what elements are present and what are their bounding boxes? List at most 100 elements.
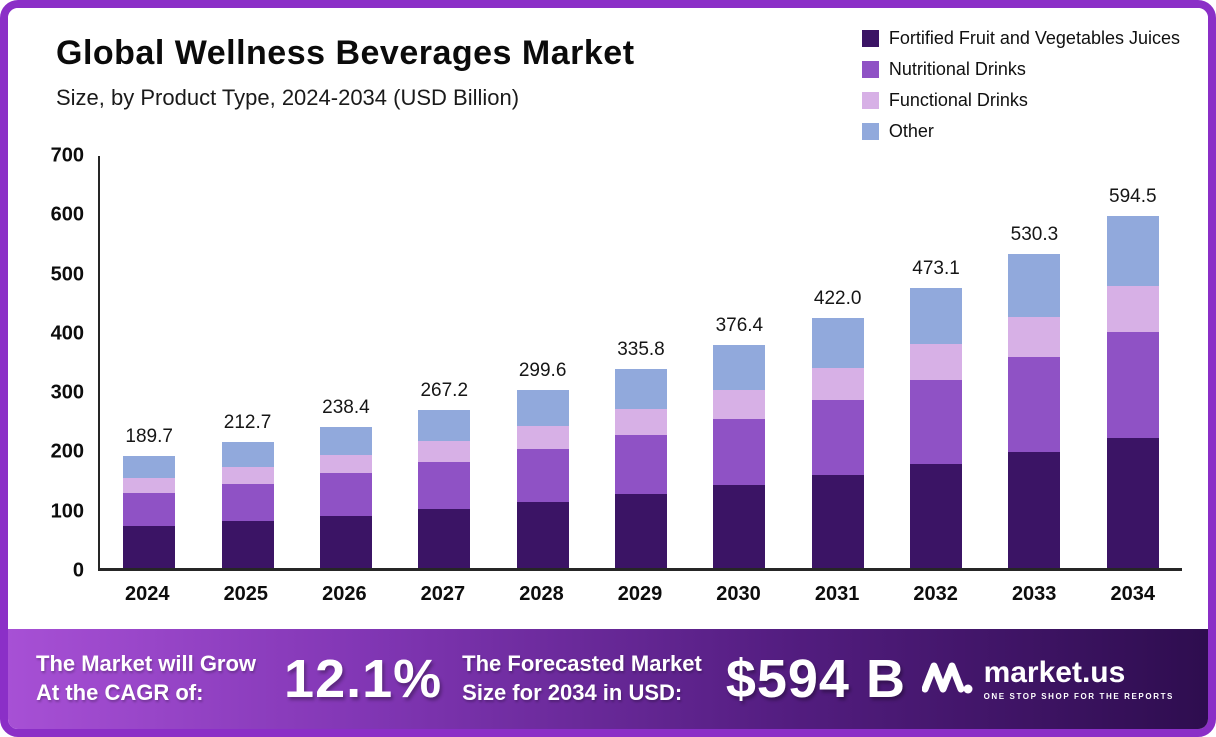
bar-column: 335.8 <box>592 156 690 568</box>
x-axis-label: 2025 <box>223 583 269 605</box>
bar-total-label: 473.1 <box>912 257 960 279</box>
x-axis-labels: 2024 2025 2026 2027 2028 2029 2030 2031 2032 2033… <box>98 583 1182 606</box>
bars-row: 189.7 212.7 238.4 267.2 299.6 335.8 376.4 422.0… <box>100 156 1182 568</box>
legend-item: Nutritional Drinks <box>861 59 1180 80</box>
bar-segment <box>910 287 963 344</box>
forecast-label-line2: Size for 2034 in USD: <box>462 680 683 705</box>
bar-segment <box>811 317 864 368</box>
cagr-value: 12.1% <box>284 649 443 709</box>
bar-segment <box>713 389 766 419</box>
legend-item: Functional Drinks <box>861 90 1180 111</box>
legend-label: Other <box>888 121 934 141</box>
bar-segment <box>221 521 274 568</box>
bar-segment <box>123 526 176 568</box>
footer-banner: The Market will Grow At the CAGR of: 12.… <box>8 629 1208 729</box>
bar-column: 473.1 <box>887 156 985 568</box>
bar-segment <box>713 485 766 568</box>
bar-segment <box>614 434 667 495</box>
x-axis-label: 2034 <box>1110 583 1155 605</box>
bar-column: 299.6 <box>493 156 591 568</box>
bar-segment <box>811 367 864 401</box>
bar-segment <box>614 368 667 409</box>
stacked-bar <box>614 368 667 568</box>
chart-header: Global Wellness Beverages Market Size, b… <box>34 22 1182 142</box>
y-tick-label: 400 <box>50 322 84 345</box>
bar-segment <box>713 344 766 390</box>
bar-segment <box>1008 357 1061 452</box>
stacked-bar <box>123 455 176 568</box>
forecast-label: The Forecasted Market Size for 2034 in U… <box>462 650 702 707</box>
stacked-bar <box>713 344 766 568</box>
bar-segment <box>418 409 471 442</box>
bar-total-label: 376.4 <box>715 314 764 336</box>
stacked-bar <box>221 441 274 568</box>
bar-total-label: 530.3 <box>1010 223 1059 245</box>
stacked-bar <box>910 287 963 568</box>
stacked-bar <box>516 390 569 568</box>
brand-logo: market.us ONE STOP SHOP FOR THE REPORTS <box>921 655 1174 704</box>
stacked-bar <box>1106 215 1159 568</box>
cagr-label-line1: The Market will Grow <box>36 651 257 677</box>
brand-tagline: ONE STOP SHOP FOR THE REPORTS <box>983 691 1174 701</box>
bar-total-label: 238.4 <box>322 396 370 418</box>
bar-segment <box>221 483 274 522</box>
y-tick-label: 200 <box>50 440 84 463</box>
bar-segment <box>319 515 372 568</box>
bar-segment <box>910 343 963 381</box>
bar-segment <box>123 455 176 479</box>
bar-column: 530.3 <box>985 156 1083 568</box>
stacked-bar <box>1008 253 1061 568</box>
y-tick-label: 700 <box>50 144 84 167</box>
plot-area: 189.7 212.7 238.4 267.2 299.6 335.8 376.4 422.0… <box>98 156 1182 571</box>
x-axis-label: 2026 <box>322 583 367 605</box>
bar-segment <box>614 408 667 435</box>
x-axis-label: 2032 <box>913 583 958 605</box>
pulse-logo-icon <box>921 655 974 704</box>
bar-segment <box>221 441 274 468</box>
forecast-label-line1: The Forecasted Market <box>462 651 702 677</box>
bar-segment <box>516 390 569 426</box>
chart-subtitle: Size, by Product Type, 2024-2034 (USD Bi… <box>56 85 520 110</box>
bar-segment <box>319 454 372 474</box>
legend-item: Fortified Fruit and Vegetables Juices <box>861 28 1180 49</box>
cagr-label: The Market will Grow At the CAGR of: <box>36 650 256 707</box>
bar-segment <box>1008 316 1061 358</box>
stacked-bar <box>319 426 372 568</box>
bar-segment <box>516 448 569 503</box>
legend-swatch-icon <box>861 61 879 78</box>
cagr-label-line2: At the CAGR of: <box>36 680 204 705</box>
bar-column: 238.4 <box>297 156 395 568</box>
chart-section: Global Wellness Beverages Market Size, b… <box>8 8 1208 629</box>
legend-label: Nutritional Drinks <box>888 59 1026 79</box>
bar-total-label: 422.0 <box>813 287 862 309</box>
bar-total-label: 267.2 <box>420 379 469 401</box>
x-axis-label: 2030 <box>716 583 761 605</box>
legend-swatch-icon <box>861 92 879 109</box>
brand-text: market.us ONE STOP SHOP FOR THE REPORTS <box>983 657 1174 701</box>
y-tick-label: 600 <box>50 203 84 226</box>
y-tick-label: 500 <box>50 263 84 286</box>
bar-segment <box>910 380 963 465</box>
bar-total-label: 594.5 <box>1109 185 1157 207</box>
bar-segment <box>516 425 569 449</box>
bar-segment <box>1106 331 1159 438</box>
bar-total-label: 189.7 <box>125 425 173 447</box>
bar-segment <box>123 492 176 527</box>
bar-segment <box>1106 437 1159 568</box>
stacked-bar <box>811 317 864 568</box>
bar-segment <box>1106 286 1159 332</box>
x-axis-label: 2033 <box>1011 583 1057 605</box>
bar-segment <box>614 494 667 568</box>
y-tick-label: 300 <box>50 381 84 404</box>
bar-total-label: 212.7 <box>223 411 272 433</box>
title-block: Global Wellness Beverages Market Size, b… <box>34 22 635 111</box>
bar-segment <box>418 441 471 462</box>
bar-column: 422.0 <box>789 156 887 568</box>
chart-title: Global Wellness Beverages Market <box>56 34 635 72</box>
legend-swatch-icon <box>861 30 879 47</box>
legend-swatch-icon <box>861 123 879 140</box>
bar-segment <box>811 400 864 476</box>
x-axis-label: 2028 <box>519 583 564 605</box>
x-axis-label: 2031 <box>814 583 860 605</box>
